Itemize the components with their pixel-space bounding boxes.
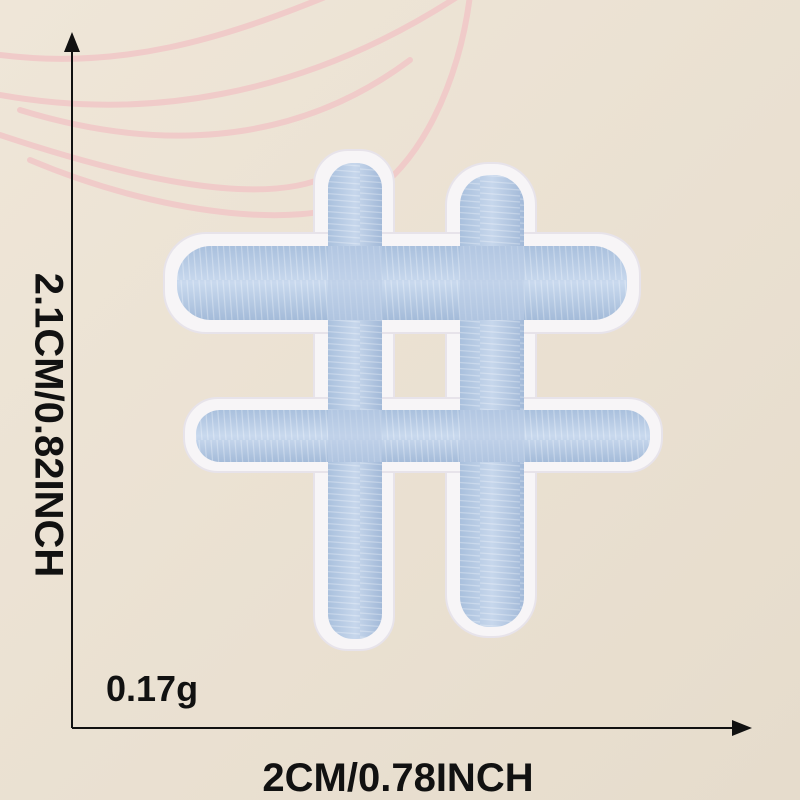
hashtag-patch-icon [163, 149, 663, 651]
height-arrow [64, 32, 80, 728]
weight-label: 0.17g [106, 668, 199, 709]
width-arrow [72, 720, 752, 736]
width-label: 2CM/0.78INCH [262, 756, 534, 800]
height-label: 2.1CM/0.82INCH [26, 272, 71, 578]
